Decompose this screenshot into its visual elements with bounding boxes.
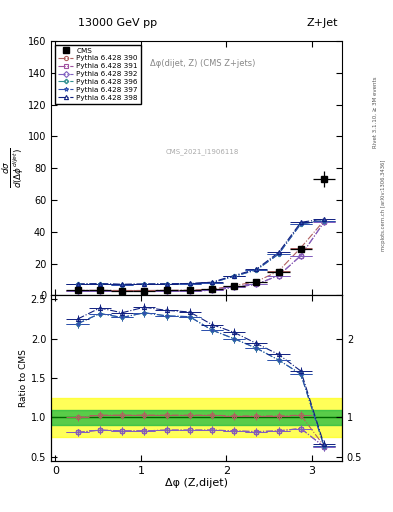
Text: 13000 GeV pp: 13000 GeV pp bbox=[78, 18, 158, 28]
Text: Δφ(dijet, Z) (CMS Z+jets): Δφ(dijet, Z) (CMS Z+jets) bbox=[150, 59, 255, 68]
Text: Z+Jet: Z+Jet bbox=[307, 18, 338, 28]
Bar bbox=[51, 410, 342, 425]
Text: Rivet 3.1.10, ≥ 3M events: Rivet 3.1.10, ≥ 3M events bbox=[373, 77, 378, 148]
Text: mcplots.cern.ch [arXiv:1306.3436]: mcplots.cern.ch [arXiv:1306.3436] bbox=[381, 159, 386, 250]
Legend: CMS, Pythia 6.428 390, Pythia 6.428 391, Pythia 6.428 392, Pythia 6.428 396, Pyt: CMS, Pythia 6.428 390, Pythia 6.428 391,… bbox=[55, 45, 141, 103]
Bar bbox=[51, 398, 342, 437]
Text: CMS_2021_I1906118: CMS_2021_I1906118 bbox=[165, 148, 239, 155]
X-axis label: Δφ (Z,dijet): Δφ (Z,dijet) bbox=[165, 478, 228, 488]
Y-axis label: Ratio to CMS: Ratio to CMS bbox=[19, 349, 28, 407]
Y-axis label: $\frac{d\sigma}{d(\Delta\phi^{dijet})}$: $\frac{d\sigma}{d(\Delta\phi^{dijet})}$ bbox=[1, 148, 26, 188]
